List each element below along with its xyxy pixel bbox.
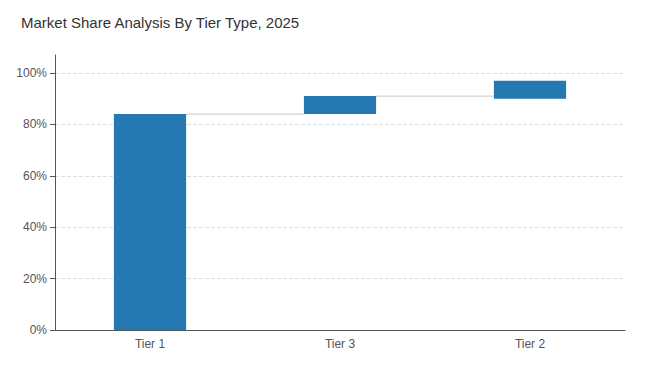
svg-text:100%: 100% <box>16 66 47 80</box>
svg-text:Tier 2: Tier 2 <box>515 337 546 351</box>
svg-text:20%: 20% <box>23 272 47 286</box>
svg-text:Market Share Analysis By Tier: Market Share Analysis By Tier Type, 2025 <box>21 14 299 31</box>
svg-text:60%: 60% <box>23 169 47 183</box>
svg-text:0%: 0% <box>30 323 48 337</box>
svg-text:80%: 80% <box>23 117 47 131</box>
svg-text:40%: 40% <box>23 220 47 234</box>
svg-text:Tier 1: Tier 1 <box>135 337 166 351</box>
svg-text:Tier 3: Tier 3 <box>325 337 356 351</box>
